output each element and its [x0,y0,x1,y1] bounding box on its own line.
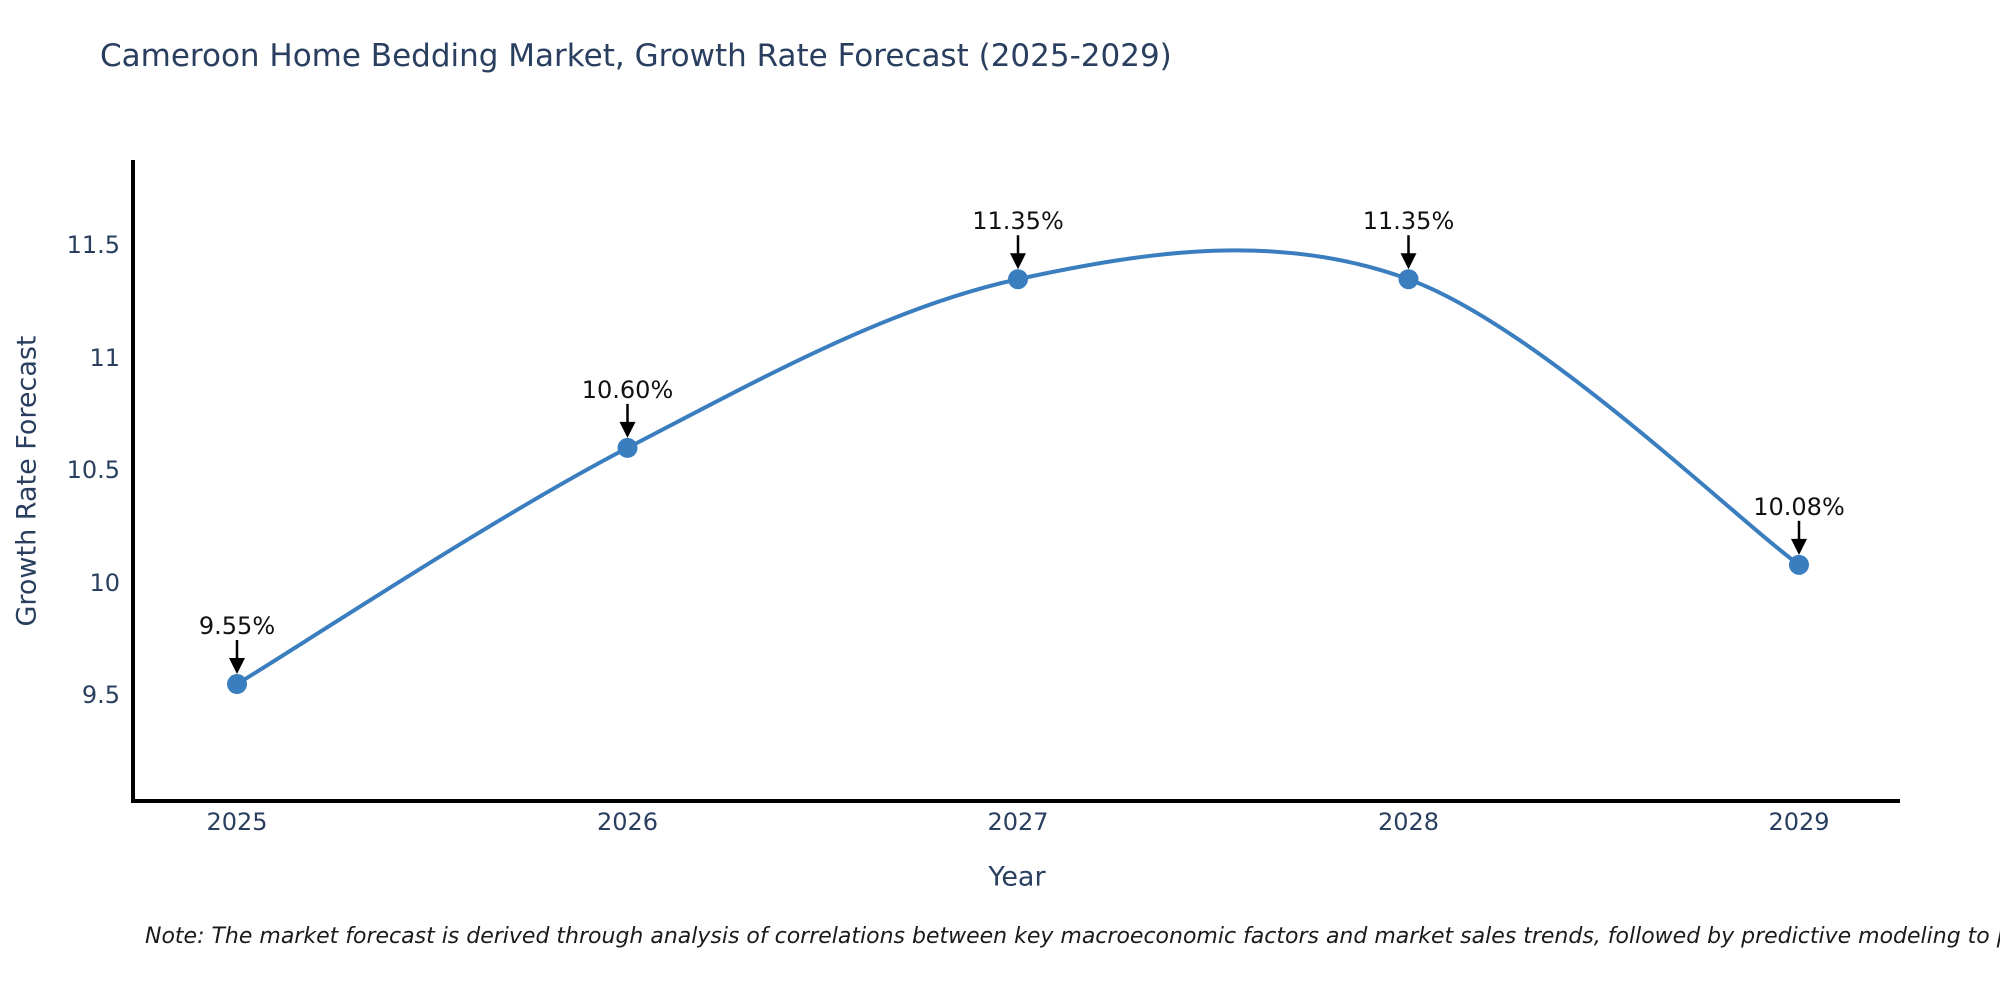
annotation-arrowhead-icon [1010,253,1026,270]
x-tick-label: 2029 [1768,808,1830,836]
annotation-arrowhead-icon [229,658,245,675]
y-tick-label: 9.5 [81,681,120,710]
x-tick-label: 2028 [1377,808,1440,836]
point-annotation-label: 10.60% [581,375,674,404]
x-axis-title: Year [988,861,1046,893]
point-annotation-label: 11.35% [972,207,1064,236]
annotation-arrowhead-icon [1791,538,1807,555]
data-point-marker[interactable] [617,437,638,458]
point-annotation-label: 10.08% [1753,492,1845,521]
x-tick-label: 2025 [206,808,268,836]
y-tick-label: 10.5 [66,456,120,485]
y-axis-title: Growth Rate Forecast [11,335,43,627]
y-tick-label: 11.5 [66,231,120,260]
annotation-arrowhead-icon [1400,253,1417,270]
data-point-marker[interactable] [1008,269,1028,290]
data-point-marker[interactable] [1398,269,1419,290]
y-tick-label: 10 [89,568,120,597]
point-annotation-label: 9.55% [198,612,276,641]
point-annotation-label: 11.35% [1362,207,1455,236]
data-point-marker[interactable] [1789,554,1809,575]
y-tick-label: 11 [89,343,120,372]
annotation-arrowhead-icon [619,421,636,438]
series-line [235,248,1801,686]
x-tick-label: 2027 [987,808,1049,836]
chart-title: Cameroon Home Bedding Market, Growth Rat… [100,38,1172,74]
x-tick-label: 2026 [596,808,659,836]
footnote-text: Note: The market forecast is derived thr… [145,924,2000,949]
data-point-marker[interactable] [227,674,247,695]
